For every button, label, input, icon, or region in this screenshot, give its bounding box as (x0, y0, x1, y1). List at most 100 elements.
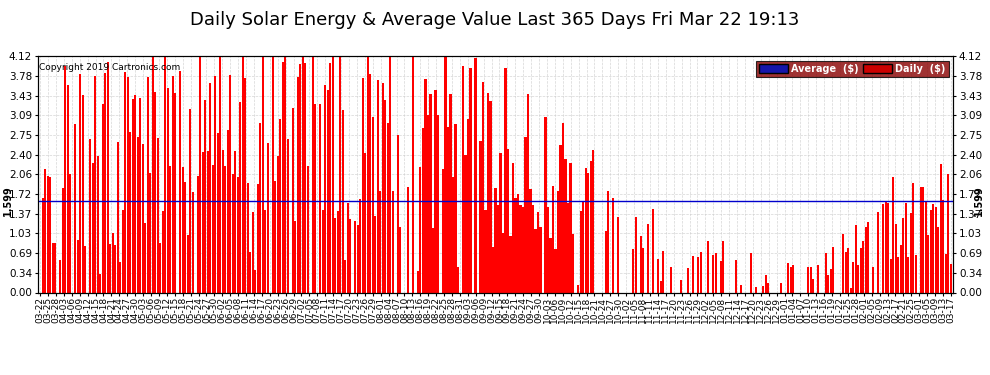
Bar (546, 207, 549, 292)
Bar (192, 192, 194, 292)
Bar (282, 62, 284, 292)
Text: Copyright 2019 Cartronics.com: Copyright 2019 Cartronics.com (39, 63, 180, 72)
Bar (462, 66, 464, 292)
Bar (872, 267, 874, 292)
Bar (212, 165, 214, 292)
Bar (842, 234, 844, 292)
Bar (579, 211, 582, 292)
Bar (940, 164, 941, 292)
Bar (535, 230, 537, 292)
Bar (332, 56, 334, 292)
Bar (787, 263, 789, 292)
Bar (161, 210, 163, 292)
Bar (427, 114, 429, 292)
Bar (299, 64, 301, 292)
Bar (520, 205, 522, 292)
Bar (412, 56, 414, 292)
Bar (947, 174, 949, 292)
Bar (712, 255, 714, 292)
Bar (790, 267, 792, 292)
Bar (930, 210, 932, 292)
Bar (61, 188, 63, 292)
Bar (669, 267, 671, 292)
Bar (219, 56, 222, 292)
Bar (564, 159, 566, 292)
Bar (151, 56, 153, 292)
Bar (189, 109, 191, 292)
Bar (885, 201, 887, 292)
Bar (825, 253, 827, 292)
Bar (605, 231, 607, 292)
Bar (635, 217, 637, 292)
Bar (910, 213, 912, 292)
Bar (312, 56, 314, 292)
Bar (554, 249, 556, 292)
Bar (445, 56, 446, 292)
Bar (230, 75, 232, 292)
Bar (345, 260, 346, 292)
Bar (224, 166, 227, 292)
Bar (589, 161, 592, 292)
Bar (632, 249, 635, 292)
Bar (335, 218, 337, 292)
Bar (377, 80, 379, 292)
Bar (184, 182, 186, 292)
Bar (451, 177, 454, 292)
Bar (114, 245, 116, 292)
Bar (437, 115, 439, 292)
Bar (474, 58, 476, 292)
Bar (817, 265, 820, 292)
Bar (214, 76, 217, 292)
Bar (949, 264, 952, 292)
Bar (235, 151, 237, 292)
Bar (97, 156, 99, 292)
Bar (933, 204, 935, 292)
Bar (928, 235, 930, 292)
Bar (304, 63, 306, 292)
Bar (430, 94, 432, 292)
Bar (314, 104, 317, 292)
Bar (897, 257, 899, 292)
Bar (935, 207, 937, 292)
Bar (197, 176, 199, 292)
Bar (854, 225, 857, 292)
Bar (237, 177, 239, 292)
Bar (84, 246, 86, 292)
Bar (692, 256, 694, 292)
Bar (104, 74, 106, 292)
Bar (584, 168, 587, 292)
Bar (342, 110, 344, 292)
Bar (469, 69, 471, 292)
Bar (354, 221, 356, 292)
Bar (271, 56, 274, 292)
Bar (94, 76, 96, 292)
Bar (259, 123, 261, 292)
Bar (166, 88, 168, 292)
Bar (330, 63, 332, 292)
Bar (129, 132, 132, 292)
Bar (425, 79, 427, 292)
Bar (449, 94, 451, 292)
Bar (657, 259, 659, 292)
Bar (607, 191, 609, 292)
Bar (905, 204, 907, 292)
Bar (81, 95, 84, 292)
Bar (66, 85, 68, 292)
Bar (171, 76, 174, 292)
Bar (652, 209, 654, 292)
Bar (715, 253, 717, 292)
Bar (399, 226, 402, 292)
Bar (859, 248, 862, 292)
Bar (307, 165, 309, 292)
Bar (137, 137, 139, 292)
Bar (134, 94, 137, 292)
Bar (505, 68, 507, 292)
Bar (767, 283, 769, 292)
Bar (320, 104, 322, 292)
Bar (154, 92, 156, 292)
Bar (720, 261, 722, 292)
Bar (749, 253, 751, 292)
Bar (79, 74, 81, 292)
Bar (549, 238, 551, 292)
Bar (256, 184, 258, 292)
